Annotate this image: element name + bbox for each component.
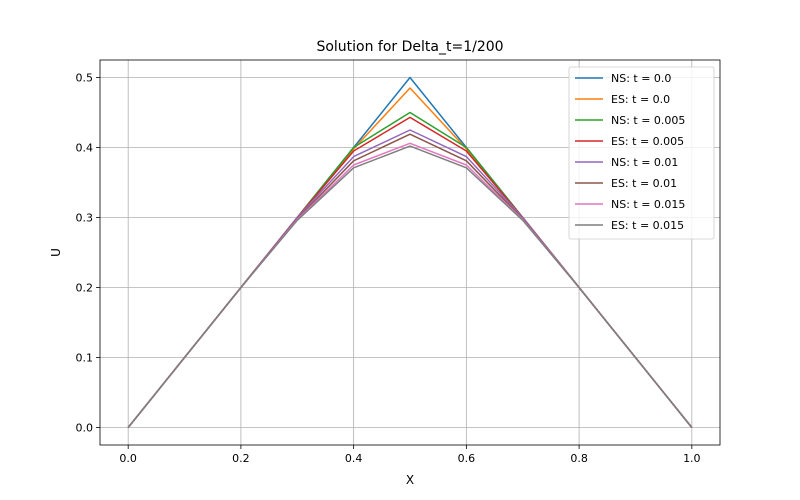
chart-title: Solution for Delta_t=1/200: [316, 39, 503, 55]
x-tick-label: 0.0: [119, 452, 137, 465]
x-tick-label: 0.2: [232, 452, 250, 465]
legend-box: [568, 66, 715, 240]
y-tick-label: 0.4: [76, 142, 94, 155]
x-tick-label: 0.8: [570, 452, 588, 465]
y-tick-label: 0.5: [76, 72, 94, 85]
x-tick-label: 1.0: [683, 452, 701, 465]
series-lines: [127, 76, 693, 428]
x-tick-label: 0.6: [458, 452, 476, 465]
legend-label: NS: t = 0.005: [611, 114, 685, 127]
legend-label: ES: t = 0.015: [611, 219, 684, 232]
legend-label: ES: t = 0.005: [611, 135, 684, 148]
x-ticks: 0.0 0.2 0.4 0.6 0.8 1.0: [119, 445, 701, 465]
legend-label: NS: t = 0.015: [611, 198, 685, 211]
legend: NS: t = 0.0 ES: t = 0.0 NS: t = 0.005 ES: t…: [568, 66, 715, 240]
y-tick-label: 0.3: [76, 212, 94, 225]
legend-label: ES: t = 0.01: [611, 177, 677, 190]
x-axis-label: X: [406, 473, 414, 487]
y-tick-label: 0.1: [76, 352, 94, 365]
legend-label: NS: t = 0.0: [611, 72, 671, 85]
plot-frame: [99, 59, 721, 446]
y-axis-label: U: [49, 248, 63, 257]
series-line-8: [127, 145, 693, 428]
legend-label: ES: t = 0.0: [611, 93, 670, 106]
y-tick-label: 0.0: [76, 422, 94, 435]
legend-label: NS: t = 0.01: [611, 156, 678, 169]
y-ticks: 0.0 0.1 0.2 0.3 0.4 0.5: [76, 72, 100, 435]
x-tick-label: 0.4: [345, 452, 363, 465]
y-tick-label: 0.2: [76, 282, 94, 295]
